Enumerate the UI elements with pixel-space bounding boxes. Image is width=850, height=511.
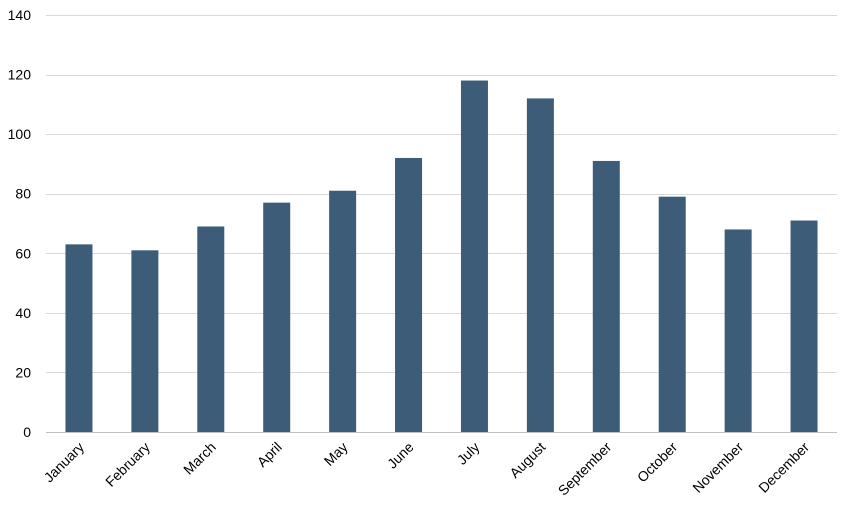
y-tick-label: 20 (15, 364, 31, 380)
x-tick-label: November (689, 439, 746, 496)
y-tick-label: 40 (15, 305, 31, 321)
x-tick-label: December (755, 439, 812, 496)
bar-october (658, 196, 686, 432)
y-axis-ticks: 0 20 40 60 80 100 120 140 (8, 7, 32, 440)
y-tick-label: 140 (8, 7, 32, 23)
x-tick-label: September (555, 439, 615, 499)
x-tick-label: May (321, 439, 351, 469)
y-tick-label: 80 (15, 186, 31, 202)
bar-april (263, 202, 291, 432)
x-tick-label: June (384, 439, 417, 472)
bar-january (65, 244, 93, 432)
bar-december (790, 220, 818, 432)
bar-february (131, 250, 159, 432)
x-tick-label: January (41, 439, 88, 486)
x-axis-ticks: January February March April May June July Augu… (41, 439, 813, 499)
gridlines (46, 15, 837, 373)
x-tick-label: August (506, 439, 548, 481)
y-tick-label: 120 (8, 67, 32, 83)
bar-august (526, 98, 554, 433)
x-tick-label: April (254, 439, 285, 470)
bar-march (197, 226, 225, 432)
x-tick-label: October (634, 439, 681, 486)
y-tick-label: 0 (23, 424, 31, 440)
y-tick-label: 60 (15, 245, 31, 261)
bar-july (460, 80, 488, 432)
x-tick-label: March (180, 439, 219, 478)
x-tick-label: February (102, 439, 153, 490)
bar-may (329, 190, 357, 432)
x-tick-label: July (454, 439, 483, 468)
bars (65, 80, 818, 433)
bar-september (592, 160, 620, 432)
bar-november (724, 229, 752, 432)
bar-june (395, 157, 423, 432)
y-tick-label: 100 (8, 126, 32, 142)
